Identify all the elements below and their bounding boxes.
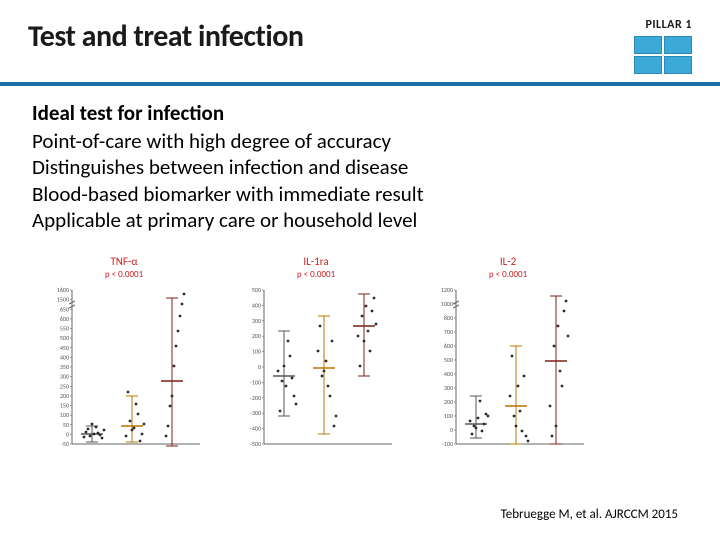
page-title: Test and treat infection <box>28 18 303 55</box>
pillar-icon-grid <box>634 36 692 74</box>
svg-text:350: 350 <box>60 363 69 371</box>
pillar-icon <box>634 36 662 54</box>
svg-text:1200: 1200 <box>441 286 453 294</box>
svg-text:-100: -100 <box>250 378 261 386</box>
chart-title: TNF-α <box>44 255 204 268</box>
citation: Tebruegge M, et al. AJRCCM 2015 <box>501 507 678 522</box>
svg-text:300: 300 <box>252 317 261 325</box>
svg-text:250: 250 <box>60 382 69 390</box>
svg-text:-200: -200 <box>250 394 261 402</box>
svg-text:500: 500 <box>60 334 69 342</box>
svg-text:-300: -300 <box>250 409 261 417</box>
pillar-icon <box>634 56 662 74</box>
boxplot-il1ra: IL-1ra p < 0.0001 500 400 300 200 100 0 -100 -2… <box>236 255 396 456</box>
boxplot-il2: IL-2 p < 0.0001 120010008007006005004003… <box>428 255 588 456</box>
svg-text:300: 300 <box>60 373 69 381</box>
svg-text:550: 550 <box>60 325 69 333</box>
svg-text:400: 400 <box>252 301 261 309</box>
svg-text:200: 200 <box>252 332 261 340</box>
svg-text:200: 200 <box>444 398 453 406</box>
svg-text:600: 600 <box>60 315 69 323</box>
pillar-block: PILLAR 1 <box>634 18 692 74</box>
svg-text:1600: 1600 <box>57 286 69 294</box>
pillar-icon <box>664 36 692 54</box>
svg-text:-400: -400 <box>250 425 261 433</box>
svg-text:650: 650 <box>60 305 69 313</box>
subheading: Ideal test for infection <box>32 100 688 126</box>
svg-text:450: 450 <box>60 344 69 352</box>
pillar-label: PILLAR 1 <box>634 18 692 32</box>
chart-svg: 1600150065060055050045040035030025020015… <box>44 286 204 456</box>
bullet-line: Point-of-care with high degree of accura… <box>32 128 688 154</box>
svg-text:500: 500 <box>444 356 453 364</box>
chart-pvalue: p < 0.0001 <box>44 269 204 280</box>
svg-text:150: 150 <box>60 402 69 410</box>
svg-text:0: 0 <box>258 363 261 371</box>
svg-text:200: 200 <box>60 392 69 400</box>
bullet-line: Blood-based biomarker with immediate res… <box>32 181 688 207</box>
svg-text:100: 100 <box>444 412 453 420</box>
svg-text:-100: -100 <box>442 440 453 448</box>
bullet-line: Applicable at primary care or household … <box>32 207 688 233</box>
svg-text:700: 700 <box>444 328 453 336</box>
pillar-icon <box>664 56 692 74</box>
svg-text:300: 300 <box>444 384 453 392</box>
svg-text:1000: 1000 <box>441 300 453 308</box>
chart-pvalue: p < 0.0001 <box>236 269 396 280</box>
svg-text:-500: -500 <box>250 440 261 448</box>
svg-text:1500: 1500 <box>57 296 69 304</box>
chart-row: TNF-α p < 0.0001 16001500650600550500450… <box>0 233 720 456</box>
chart-svg: 500 400 300 200 100 0 -100 -200 -300 -400 -500 <box>236 286 396 456</box>
body-text: Ideal test for infection Point-of-care w… <box>0 94 720 233</box>
svg-text:100: 100 <box>60 411 69 419</box>
header-rule <box>0 82 720 86</box>
svg-text:0: 0 <box>66 430 69 438</box>
svg-text:600: 600 <box>444 342 453 350</box>
chart-pvalue: p < 0.0001 <box>428 269 588 280</box>
chart-svg: 120010008007006005004003002001000-100 <box>428 286 588 456</box>
svg-text:50: 50 <box>63 421 69 429</box>
boxplot-tnf: TNF-α p < 0.0001 16001500650600550500450… <box>44 255 204 456</box>
header: Test and treat infection PILLAR 1 <box>0 0 720 74</box>
svg-text:100: 100 <box>252 348 261 356</box>
chart-title: IL-2 <box>428 255 588 268</box>
bullet-line: Distinguishes between infection and dise… <box>32 154 688 180</box>
svg-text:500: 500 <box>252 286 261 294</box>
svg-text:-50: -50 <box>61 440 69 448</box>
svg-text:800: 800 <box>444 314 453 322</box>
svg-text:0: 0 <box>450 426 453 434</box>
svg-text:400: 400 <box>60 353 69 361</box>
chart-title: IL-1ra <box>236 255 396 268</box>
svg-text:400: 400 <box>444 370 453 378</box>
